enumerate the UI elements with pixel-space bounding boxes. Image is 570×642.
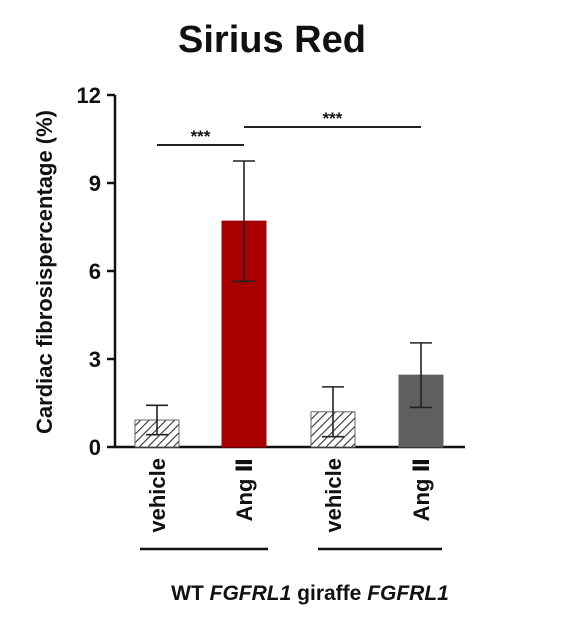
group-gene: FGFRL1 (367, 582, 449, 605)
y-tick-label: 9 (89, 171, 101, 196)
x-tick-label: Ang Ⅱ (232, 458, 257, 521)
group-label: giraffe (297, 582, 361, 605)
group-labels: WT FGFRL1 giraffe FGFRL1 (171, 582, 449, 605)
significance-label: *** (323, 109, 343, 128)
x-tick-label: Ang Ⅱ (409, 458, 434, 521)
y-tick-label: 0 (89, 435, 101, 460)
y-tick-label: 3 (89, 347, 101, 372)
chart-title: Sirius Red (178, 19, 366, 61)
y-tick-label: 6 (89, 259, 101, 284)
x-tick-label: vehicle (321, 458, 346, 533)
significance-label: *** (191, 127, 211, 146)
x-tick-label: vehicle (145, 458, 170, 533)
group-label: WT (171, 582, 204, 605)
y-axis-label: Cardiac fibrosispercentage (%) (32, 110, 57, 434)
y-tick-label: 12 (77, 83, 101, 108)
group-gene: FGFRL1 (210, 582, 292, 605)
